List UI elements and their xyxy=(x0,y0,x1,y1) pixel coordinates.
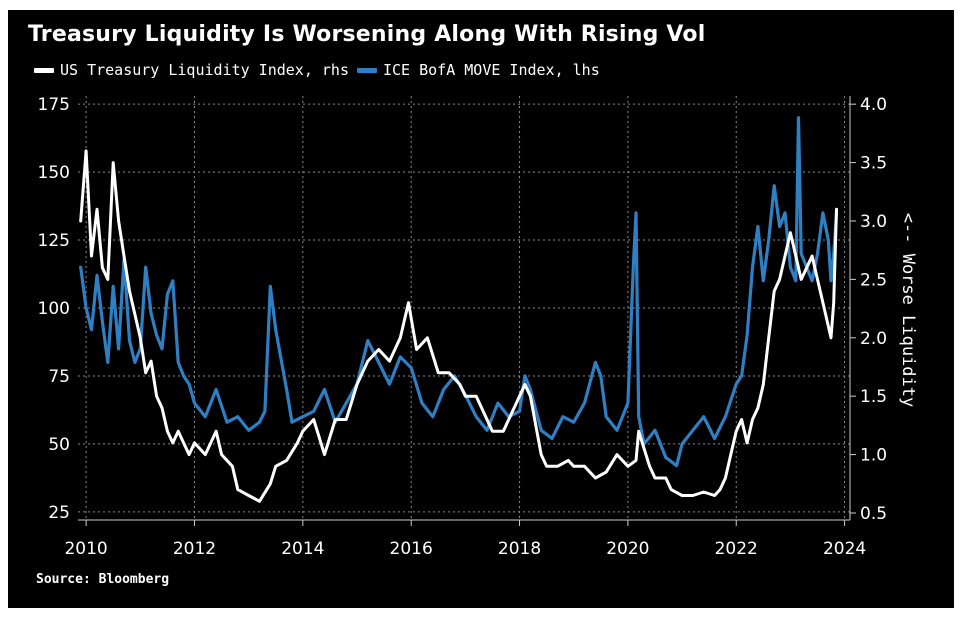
series-layer xyxy=(79,116,839,503)
left-tick-label: 100 xyxy=(38,299,70,319)
legend-label-move: ICE BofA MOVE Index, lhs xyxy=(382,61,600,79)
right-tick-label: 1.5 xyxy=(860,387,887,407)
x-tick-label: 2024 xyxy=(823,539,866,559)
right-tick-label: 3.0 xyxy=(860,212,887,232)
right-tick-label: 2.5 xyxy=(860,270,887,290)
right-tick-label: 4.0 xyxy=(860,95,887,115)
x-tick-label: 2018 xyxy=(498,539,541,559)
right-tick-label: 0.5 xyxy=(860,504,887,524)
source-note: Source: Bloomberg xyxy=(36,572,170,587)
legend-item-move: ICE BofA MOVE Index, lhs xyxy=(356,61,600,79)
right-tick-label: 1.0 xyxy=(860,446,887,466)
x-tick-label: 2014 xyxy=(281,539,324,559)
x-tick-label: 2010 xyxy=(64,539,107,559)
legend-swatch-move xyxy=(356,67,377,73)
left-tick-label: 150 xyxy=(38,163,70,183)
right-tick-label: 3.5 xyxy=(860,154,887,174)
x-tick-label: 2012 xyxy=(173,539,216,559)
right-tick-label: 2.0 xyxy=(860,329,887,349)
left-tick-label: 25 xyxy=(48,503,70,523)
legend-label-liquidity: US Treasury Liquidity Index, rhs xyxy=(60,61,349,79)
left-tick-label: 50 xyxy=(48,435,70,455)
axis-layer: 25 50 75 100 125 150 175 2010 2012 2014 2016 2018 20… xyxy=(38,95,888,559)
left-tick-label: 175 xyxy=(38,95,70,115)
left-tick-label: 75 xyxy=(48,367,70,387)
x-tick-label: 2016 xyxy=(390,539,433,559)
x-tick-label: 2022 xyxy=(715,539,758,559)
grid-layer xyxy=(78,96,850,520)
chart-title: Treasury Liquidity Is Worsening Along Wi… xyxy=(28,22,706,47)
series-line-move xyxy=(79,116,839,468)
legend: US Treasury Liquidity Index, rhs ICE Bof… xyxy=(34,60,600,80)
legend-swatch-liquidity xyxy=(34,67,54,73)
right-axis-title: <-- Worse Liquidity xyxy=(898,213,918,407)
legend-item-liquidity: US Treasury Liquidity Index, rhs xyxy=(34,61,349,79)
left-tick-label: 125 xyxy=(38,231,70,251)
x-tick-label: 2020 xyxy=(606,539,649,559)
series-line-liquidity xyxy=(79,149,838,503)
